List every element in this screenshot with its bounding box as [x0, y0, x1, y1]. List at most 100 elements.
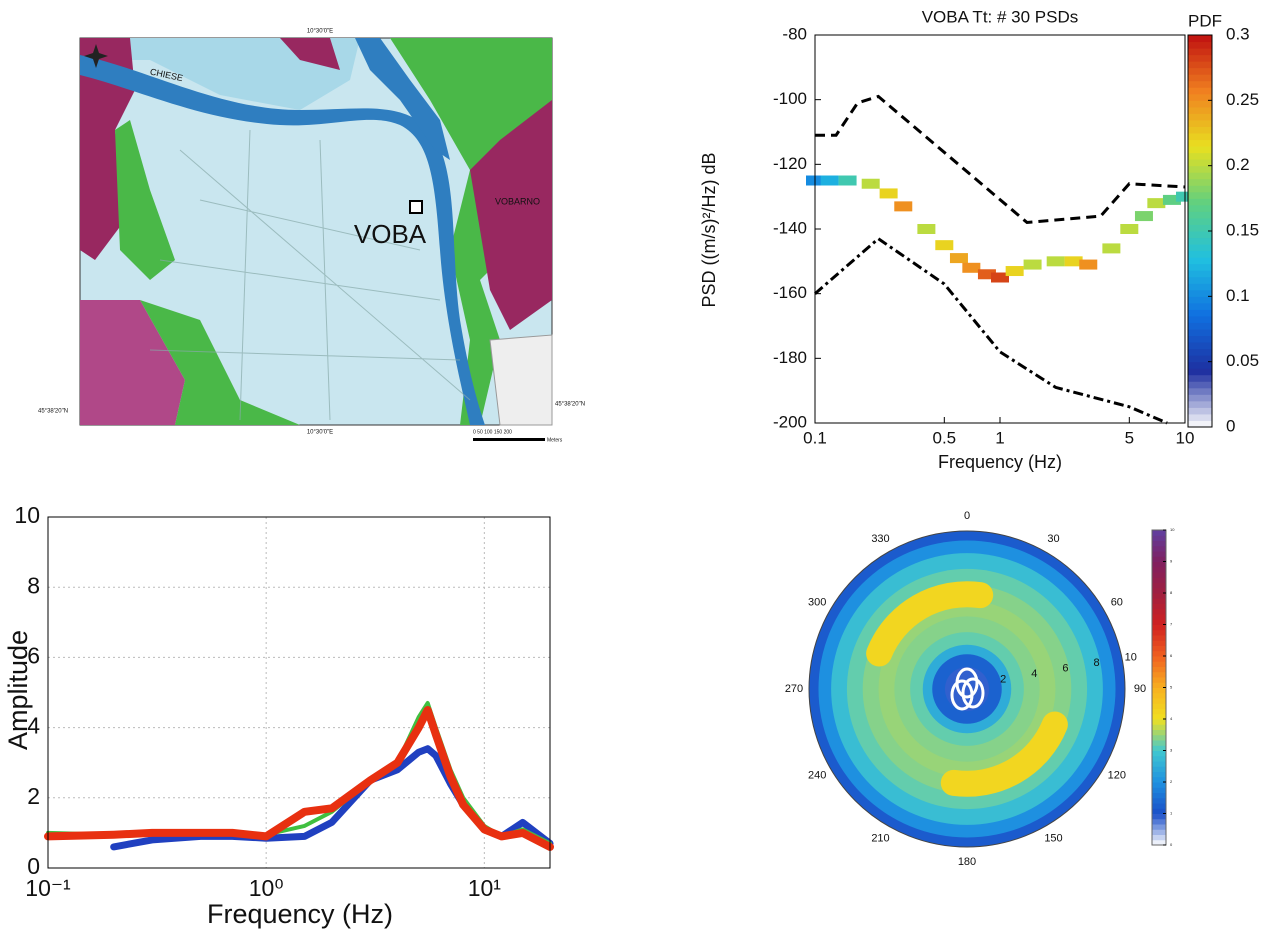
colorbar-segment: [1152, 629, 1166, 636]
r-tick-label: 8: [1093, 657, 1099, 669]
colorbar-segment: [1152, 635, 1166, 641]
pdf-cell: [879, 188, 898, 199]
polar-frame: [808, 530, 1126, 848]
colorbar-segment: [1188, 185, 1212, 193]
colorbar-tick-label: 0.3: [1226, 24, 1250, 43]
map: VOBA VOBARNO CHIESE 10°30'0"E 10°30'0"E …: [38, 29, 585, 444]
colorbar-segment: [1188, 106, 1212, 114]
center-loop: [961, 677, 985, 709]
colorbar-segment: [1152, 624, 1166, 631]
pdf-cell: [1023, 259, 1042, 270]
colorbar-tick-label: 9: [1170, 559, 1173, 564]
colorbar-segment: [1152, 598, 1166, 604]
pdf-cell: [838, 175, 857, 186]
colorbar-segment: [1152, 698, 1166, 704]
colorbar-segment: [1152, 587, 1166, 594]
colorbar-segment: [1188, 381, 1212, 389]
colorbar-tick-label: 1: [1170, 811, 1173, 816]
colorbar-segment: [1188, 387, 1212, 395]
colorbar-segment: [1152, 540, 1166, 547]
colorbar-tick-label: 6: [1170, 653, 1173, 658]
colorbar-segment: [1152, 839, 1166, 846]
colorbar-segment: [1152, 724, 1166, 730]
scale-unit: Meters: [547, 437, 563, 443]
plot-frame: [814, 34, 1186, 424]
pdf-cell: [1120, 224, 1139, 234]
colorbar-segment: [1152, 687, 1166, 694]
colorbar-tick-label: 0.2: [1226, 155, 1250, 174]
colorbar-segment: [1152, 818, 1166, 825]
colorbar-segment: [1188, 374, 1212, 382]
theta-tick-label: 270: [785, 683, 803, 695]
colorbar-segment: [1188, 165, 1212, 173]
colorbar-segment: [1152, 593, 1166, 599]
theta-tick-label: 240: [808, 769, 826, 781]
contour-ring: [944, 666, 990, 712]
colorbar-segment: [1152, 824, 1166, 830]
x-axis-label: Frequency (Hz): [938, 452, 1062, 472]
colorbar-tick-label: 0: [1226, 416, 1235, 435]
colorbar-tick-label: 0.15: [1226, 220, 1259, 239]
colorbar-segment: [1152, 734, 1166, 741]
colorbar-segment: [1152, 729, 1166, 736]
colorbar-segment: [1152, 566, 1166, 573]
scale-bar: [473, 438, 545, 441]
coordinate: 45°38'20"N: [555, 402, 585, 408]
noise-model: [815, 94, 1186, 225]
colorbar-segment: [1188, 407, 1212, 415]
colorbar-segment: [1152, 608, 1166, 615]
colorbar-segment: [1188, 211, 1212, 219]
center-loop: [950, 679, 974, 711]
pdf-cell: [1005, 266, 1024, 277]
pdf-cell: [962, 262, 981, 273]
colorbar-segment: [1188, 146, 1212, 154]
colorbar-tick-label: 8: [1170, 590, 1173, 595]
x-tick-label: 1: [995, 428, 1004, 447]
colorbar-segment: [1188, 204, 1212, 212]
colorbar-segment: [1188, 172, 1212, 180]
colorbar-segment: [1188, 224, 1212, 232]
r-tick-label: 2: [1000, 673, 1006, 685]
colorbar-segment: [1152, 645, 1166, 652]
pdf-cell: [991, 272, 1009, 283]
colorbar-segment: [1152, 771, 1166, 778]
colorbar-segment: [1188, 67, 1212, 75]
theta-tick-label: 150: [1044, 833, 1062, 845]
colorbar-segment: [1188, 80, 1212, 88]
pdf-cell: [861, 178, 880, 189]
colorbar-segment: [1188, 250, 1212, 258]
colorbar-segment: [1188, 296, 1212, 304]
colorbar-segment: [1152, 740, 1166, 746]
colorbar-segment: [1188, 322, 1212, 330]
colorbar-segment: [1152, 666, 1166, 673]
colorbar-tick-label: 10: [1170, 527, 1175, 532]
x-tick-label: 10¹: [468, 875, 502, 901]
colorbar-segment: [1152, 572, 1166, 578]
colorbar-segment: [1152, 545, 1166, 552]
colorbar-segment: [1188, 231, 1212, 239]
colorbar-segment: [1152, 792, 1166, 799]
pdf-cell: [1046, 256, 1065, 267]
colorbar-segment: [1152, 577, 1166, 583]
colorbar-segment: [1152, 619, 1166, 625]
colorbar-segment: [1152, 787, 1166, 793]
y-tick-label: 10: [14, 502, 40, 528]
scale-label: 0 50 100 150 200: [473, 429, 512, 435]
colorbar-segment: [1152, 671, 1166, 678]
colorbar-segment: [1152, 561, 1166, 568]
plot-frame: [47, 516, 551, 869]
pdf-cell: [1134, 211, 1153, 222]
colorbar-segment: [1188, 178, 1212, 186]
colorbar-segment: [1152, 677, 1166, 683]
colorbar-segment: [1152, 708, 1166, 715]
colorbar-segment: [1188, 361, 1212, 369]
colorbar-segment: [1152, 808, 1166, 814]
pdf-cell: [1064, 256, 1083, 267]
colorbar-segment: [1188, 139, 1212, 147]
y-axis-label: Amplitude: [3, 630, 33, 750]
river: [355, 38, 450, 160]
colorbar-tick-label: 0: [1170, 842, 1173, 847]
colorbar-segment: [1152, 530, 1166, 536]
x-tick-label: 5: [1125, 428, 1134, 447]
colorbar-segment: [1188, 302, 1212, 310]
